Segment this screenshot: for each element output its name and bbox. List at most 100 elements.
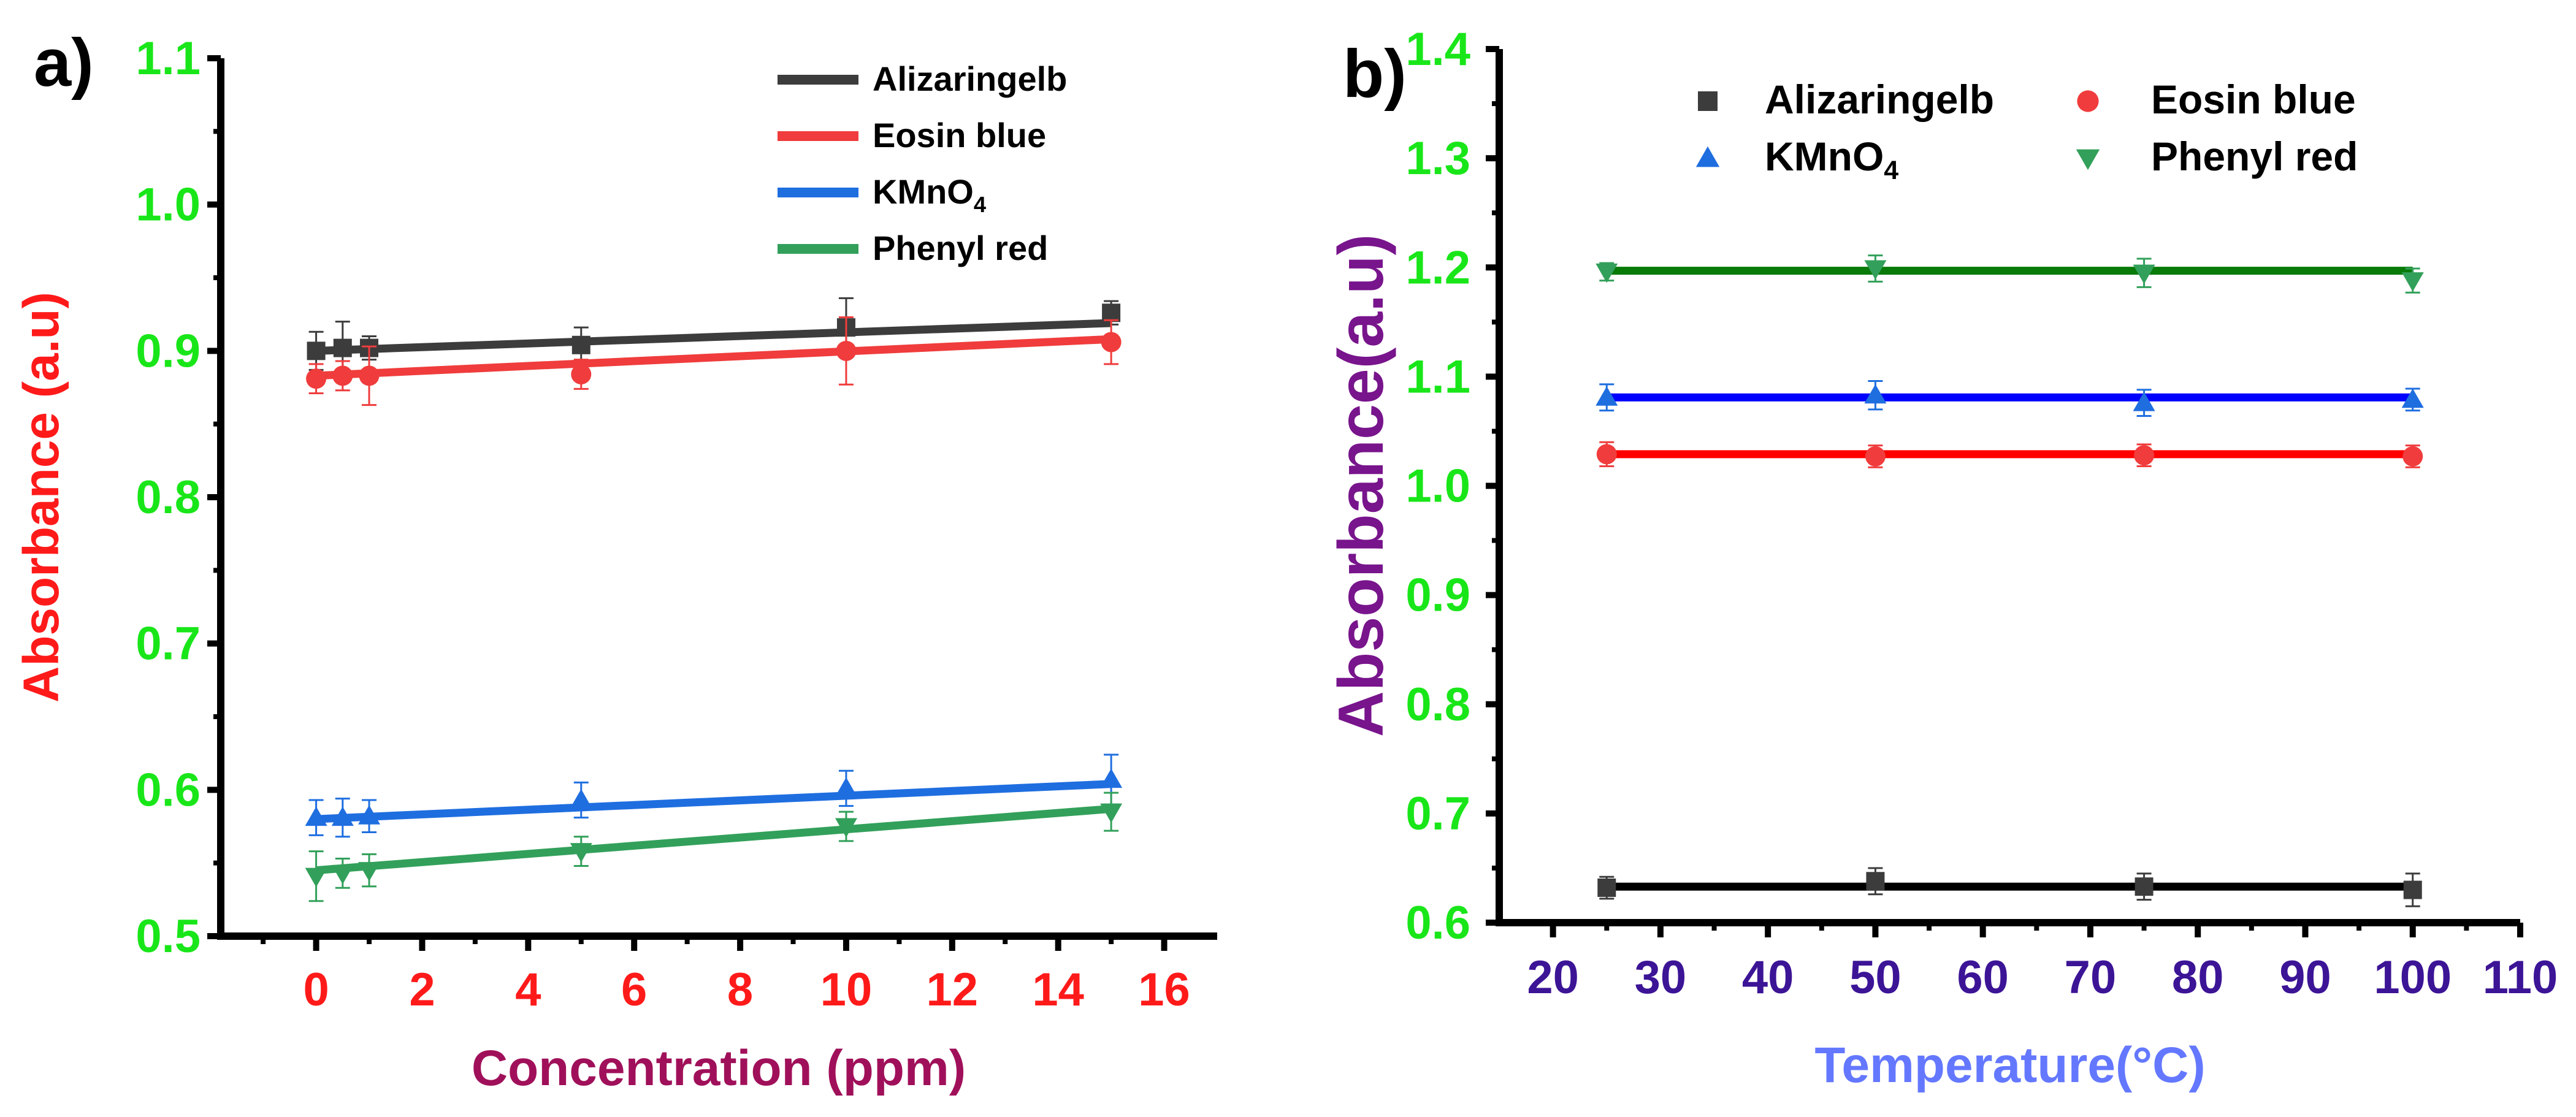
- y-tick-label: 0.7: [1405, 788, 1470, 840]
- data-point: [2401, 388, 2424, 408]
- data-point: [331, 864, 354, 885]
- data-point: [1864, 260, 1887, 280]
- legend: Alizaringelb Eosin blue KMnO4 Phenyl red: [778, 59, 1067, 267]
- x-tick-label: 2: [409, 964, 435, 1016]
- data-point: [305, 806, 327, 826]
- y-tick-label: 1.1: [1405, 351, 1470, 403]
- data-point: [1864, 384, 1887, 404]
- x-tick-label: 60: [1957, 951, 2009, 1004]
- y-tick-label: 0.8: [1405, 679, 1470, 731]
- legend-label: Eosin blue: [873, 116, 1046, 154]
- legend-marker: [2076, 149, 2100, 170]
- x-tick-label: 4: [515, 964, 541, 1016]
- data-point: [307, 341, 326, 360]
- data-point: [2133, 392, 2155, 411]
- x-tick-label: 20: [1527, 951, 1579, 1004]
- x-tick-label: 16: [1138, 964, 1190, 1016]
- data-point: [331, 806, 354, 826]
- y-tick-label: 1.0: [1405, 460, 1470, 513]
- chart-panel-a: 0.5 0.6 0.7 0.8 0.9 1.0 1.1 0 2 4 6 8 10 12 14 16 Concen…: [13, 32, 1217, 1096]
- y-axis-title: Absorbance (a.u): [13, 292, 69, 703]
- y-tick-label: 0.6: [136, 764, 201, 816]
- y-tick-label: 0.7: [136, 618, 201, 670]
- legend-label: Alizaringelb: [1765, 77, 1994, 122]
- x-tick-label: 14: [1032, 964, 1084, 1016]
- data-point: [571, 364, 592, 385]
- x-axis-title: Concentration (ppm): [472, 1040, 966, 1096]
- series-kmno4: [1596, 380, 2424, 417]
- data-point: [359, 365, 380, 386]
- y-axis-title: Absorbance(a.u): [1326, 234, 1397, 738]
- y-tick-label: 1.3: [1405, 132, 1470, 185]
- y-tick-label: 1.1: [136, 32, 201, 85]
- y-tick-label: 0.9: [136, 325, 201, 377]
- x-tick-label: 6: [621, 964, 647, 1016]
- data-point: [835, 777, 857, 797]
- data-point: [2135, 877, 2154, 896]
- fit-line: [316, 804, 1112, 875]
- data-point: [2133, 264, 2155, 284]
- legend-label: KMnO4: [873, 172, 987, 217]
- y-tick-label: 0.5: [136, 910, 201, 963]
- data-point: [2403, 880, 2422, 899]
- data-point: [1597, 879, 1616, 897]
- x-tick-label: 50: [1849, 951, 1901, 1004]
- data-point: [306, 368, 327, 389]
- data-point: [571, 335, 590, 354]
- x-tick-label: 80: [2172, 951, 2224, 1004]
- y-tick-label: 1.0: [136, 179, 201, 231]
- chart-panel-b: 0.6 0.7 0.8 0.9 1.0 1.1 1.2 1.3 1.4 20 30 40 50 60 70 8…: [1326, 23, 2558, 1093]
- data-point: [835, 818, 857, 837]
- data-point: [1596, 444, 1617, 465]
- data-point: [2402, 446, 2423, 467]
- x-tick-label: 100: [2374, 951, 2452, 1004]
- fit-line: [316, 780, 1112, 823]
- x-axis-title: Temperature(°C): [1814, 1037, 2205, 1093]
- y-tick-label: 0.6: [1405, 897, 1470, 949]
- y-tick-label: 1.4: [1405, 23, 1470, 75]
- legend-label: Alizaringelb: [873, 59, 1067, 98]
- data-point: [1596, 386, 1618, 406]
- legend-marker: [1698, 91, 1718, 111]
- series-eosin-blue: [306, 316, 1122, 406]
- legend-label: KMnO4: [1765, 134, 1898, 185]
- x-tick-label: 70: [2065, 951, 2117, 1004]
- data-point: [1865, 446, 1886, 467]
- data-point: [1102, 303, 1121, 322]
- data-point: [1596, 263, 1618, 283]
- x-tick-label: 30: [1635, 951, 1687, 1004]
- series-alizaringelb: [307, 297, 1121, 376]
- x-tick-label: 110: [2483, 951, 2558, 1004]
- legend-label: Eosin blue: [2151, 77, 2356, 122]
- x-tick-label: 40: [1742, 951, 1794, 1004]
- y-tick-label: 0.9: [1405, 570, 1470, 622]
- panel-a-label: a): [34, 25, 94, 101]
- data-point: [570, 843, 592, 863]
- data-point: [1100, 803, 1123, 823]
- series-phenyl-red: [1596, 254, 2424, 294]
- series-kmno4: [305, 753, 1123, 838]
- data-point: [358, 862, 381, 882]
- x-tick-label: 90: [2279, 951, 2331, 1004]
- x-tick-label: 12: [927, 964, 979, 1016]
- x-tick-label: 8: [727, 964, 753, 1016]
- data-point: [1100, 768, 1123, 788]
- data-point: [2401, 272, 2424, 292]
- series-phenyl-red: [305, 791, 1123, 902]
- data-point: [1866, 872, 1885, 891]
- data-point: [2134, 445, 2155, 466]
- data-point: [332, 365, 353, 386]
- data-point: [333, 338, 352, 357]
- legend: Alizaringelb Eosin blue KMnO4 Phenyl red: [1695, 77, 2358, 185]
- data-point: [1101, 332, 1122, 353]
- series-alizaringelb: [1597, 867, 2422, 907]
- fit-line: [316, 335, 1112, 380]
- data-point: [305, 867, 327, 888]
- data-point: [570, 789, 592, 809]
- fit-line: [316, 319, 1112, 355]
- series-eosin-blue: [1596, 441, 2423, 468]
- x-tick-label: 10: [820, 964, 873, 1016]
- y-tick-label: 1.2: [1405, 242, 1470, 294]
- legend-marker: [2077, 90, 2099, 112]
